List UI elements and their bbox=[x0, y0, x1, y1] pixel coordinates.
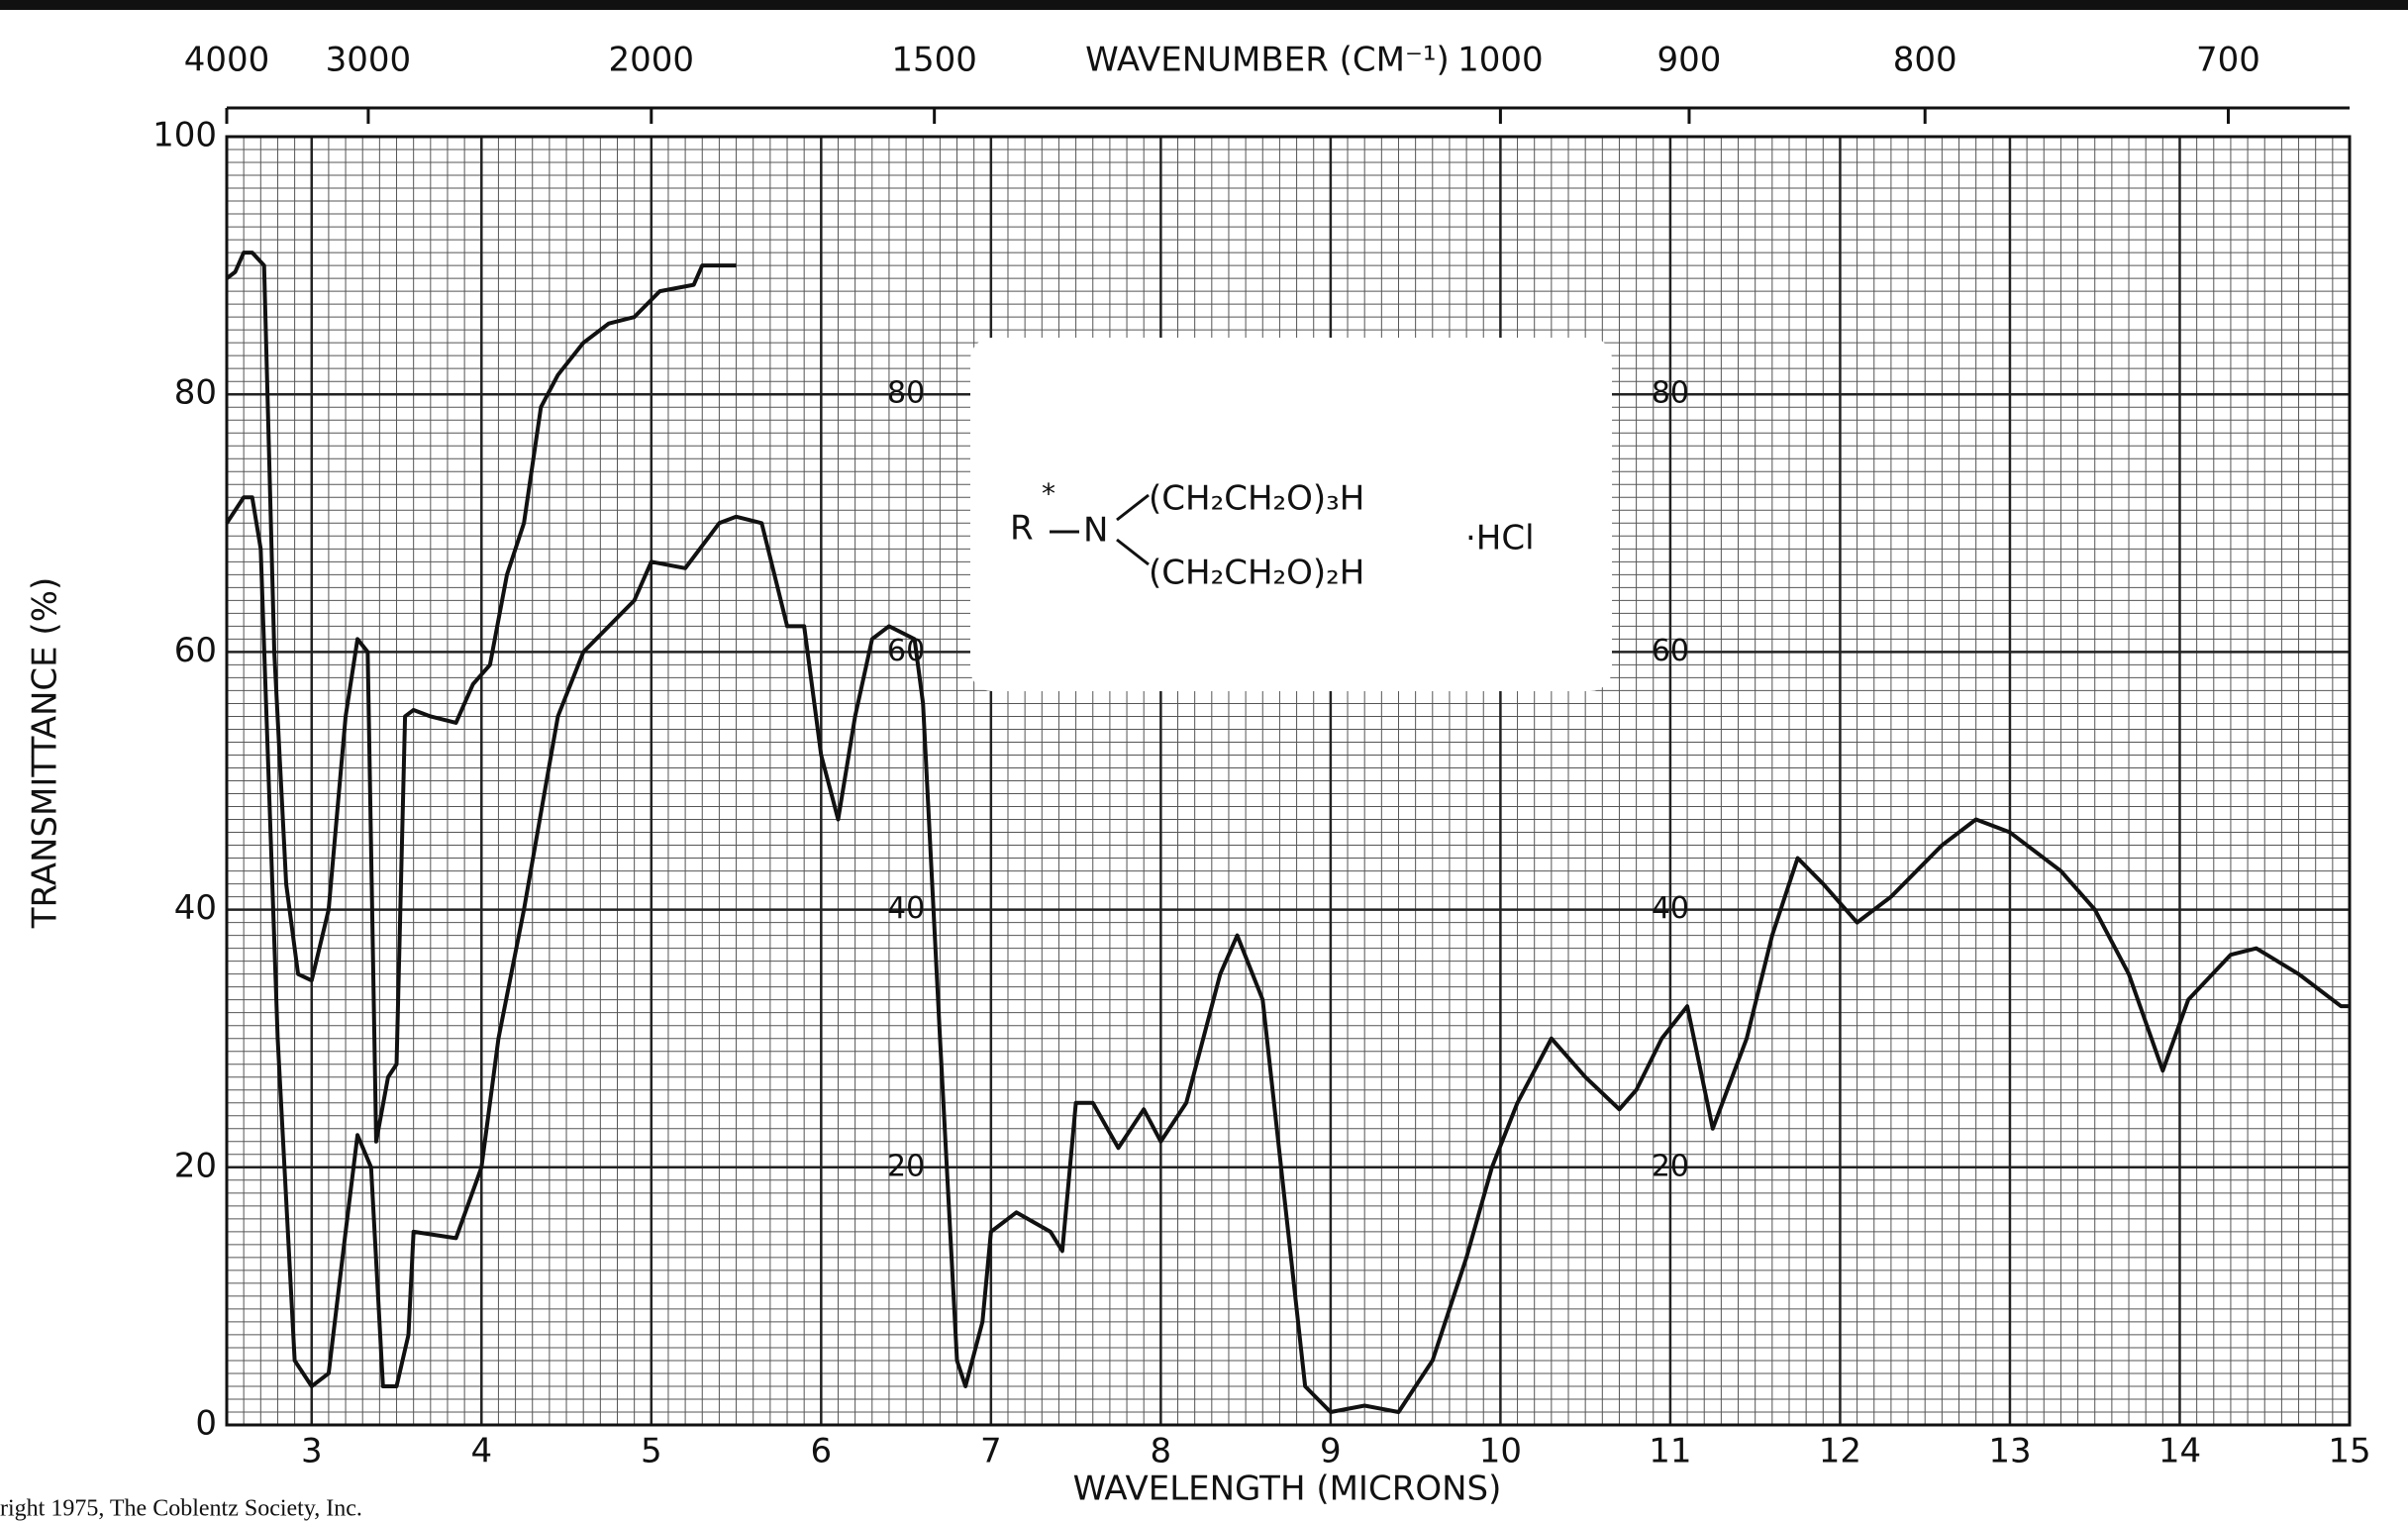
top-tick-label: 1000 bbox=[1457, 41, 1544, 80]
x-tick-label: 12 bbox=[1819, 1432, 1861, 1471]
x-tick-label: 10 bbox=[1479, 1432, 1522, 1471]
x-tick-label: 6 bbox=[810, 1432, 832, 1471]
x-axis-title: WAVELENGTH (MICRONS) bbox=[1073, 1470, 1502, 1509]
plot-frame bbox=[225, 135, 2352, 1427]
top-axis-title: WAVENUMBER (CM⁻¹) bbox=[1085, 41, 1450, 80]
structure-group2: (CH₂CH₂O)₂H bbox=[1149, 554, 1364, 593]
structure-n: N bbox=[1083, 511, 1108, 551]
spectrum-line bbox=[225, 251, 737, 1144]
inner-y-label: 20 bbox=[1652, 1149, 1689, 1183]
x-tick-label: 14 bbox=[2158, 1432, 2201, 1471]
x-tick-label: 9 bbox=[1320, 1432, 1342, 1471]
structure-background bbox=[970, 338, 1612, 691]
top-tick-label: 1500 bbox=[891, 41, 977, 80]
inner-y-label: 40 bbox=[1652, 891, 1689, 926]
top-tick-label: 2000 bbox=[609, 41, 695, 80]
x-tick-label: 8 bbox=[1151, 1432, 1172, 1471]
y-tick-label: 20 bbox=[174, 1146, 217, 1185]
x-tick-label: 15 bbox=[2328, 1432, 2370, 1471]
y-axis-title: TRANSMITTANCE (%) bbox=[26, 577, 65, 930]
x-tick-label: 7 bbox=[980, 1432, 1002, 1471]
structure-group1: (CH₂CH₂O)₃H bbox=[1149, 479, 1364, 519]
top-border bbox=[0, 0, 2408, 10]
y-tick-label: 80 bbox=[174, 373, 217, 413]
top-tick-label: 900 bbox=[1657, 41, 1722, 80]
top-tick-label: 700 bbox=[2196, 41, 2260, 80]
inner-y-label: 20 bbox=[887, 1149, 925, 1183]
y-tick-label: 60 bbox=[174, 631, 217, 670]
x-tick-label: 5 bbox=[641, 1432, 662, 1471]
x-tick-label: 13 bbox=[1988, 1432, 2031, 1471]
top-tick-label: 4000 bbox=[184, 41, 270, 80]
plot-area: 3 4 5 6 7 8 9 10 11 12 13 14 15 0 20 40 60 80 100 20 40 60 80 2… bbox=[152, 41, 2371, 1471]
structure-box: R * N (CH₂CH₂O)₃H (CH₂CH₂O)₂H ·HCl bbox=[970, 338, 1612, 691]
inner-y-label: 80 bbox=[887, 376, 925, 411]
top-tick-label: 3000 bbox=[326, 41, 412, 80]
inner-y-label: 60 bbox=[1652, 634, 1689, 668]
y-tick-label: 0 bbox=[195, 1404, 217, 1444]
inner-y-label: 40 bbox=[887, 891, 925, 926]
x-tick-label: 3 bbox=[301, 1432, 323, 1471]
copyright: right 1975, The Coblentz Society, Inc. bbox=[0, 1496, 362, 1521]
bond bbox=[1116, 538, 1150, 566]
top-tick-label: 800 bbox=[1893, 41, 1957, 80]
spectrum-line bbox=[225, 495, 2350, 1414]
structure-r: R bbox=[1010, 509, 1034, 549]
y-tick-label: 40 bbox=[174, 888, 217, 928]
structure-salt: ·HCl bbox=[1465, 519, 1535, 558]
x-tick-label: 11 bbox=[1649, 1432, 1691, 1471]
y-tick-label: 100 bbox=[152, 116, 217, 155]
structure-star: * bbox=[1042, 477, 1055, 510]
bond bbox=[1116, 493, 1150, 522]
inner-y-label: 80 bbox=[1652, 376, 1689, 411]
x-tick-label: 4 bbox=[470, 1432, 492, 1471]
